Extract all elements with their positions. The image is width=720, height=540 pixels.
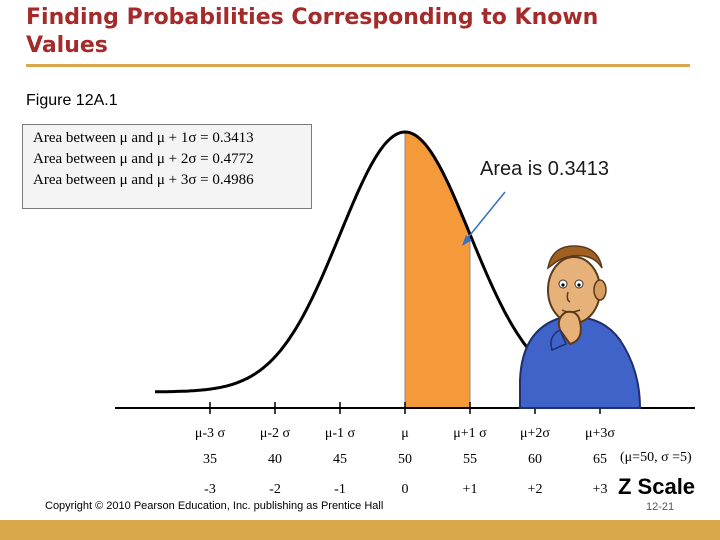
z-scale-label: Z Scale	[618, 474, 696, 499]
parameters-note: (μ=50, σ =5)	[620, 450, 692, 465]
shaded-area-mu-to-plus1-sigma	[404, 131, 471, 409]
figure-label: Figure 12A.1	[26, 92, 118, 109]
thinking-man-icon	[519, 245, 642, 409]
sigma-tick-label: μ-2 σ	[259, 426, 291, 441]
slide-title: Finding Probabilities Corresponding to K…	[26, 5, 599, 58]
z-value-label: +1	[462, 482, 478, 497]
sigma-tick-label: μ+3σ	[585, 426, 615, 441]
z-value-label: +3	[592, 482, 608, 497]
area-line-2sigma: Area between μ and μ + 2σ = 0.4772	[33, 151, 254, 167]
z-value-label: -2	[269, 482, 281, 497]
x-value-label: 65	[593, 452, 607, 467]
area-line-1sigma: Area between μ and μ + 1σ = 0.3413	[33, 130, 254, 146]
sigma-tick-label: μ	[401, 426, 409, 441]
z-value-label: -3	[204, 482, 216, 497]
slide-number: 12-21	[646, 501, 675, 513]
title-divider	[26, 64, 690, 67]
area-callout-label: Area is 0.3413	[480, 158, 609, 180]
area-summary-box: Area between μ and μ + 1σ = 0.3413 Area …	[22, 124, 312, 209]
sigma-tick-label: μ+1 σ	[453, 426, 487, 441]
footer-bar	[0, 520, 720, 540]
x-value-label: 45	[333, 452, 347, 467]
x-value-label: 40	[268, 452, 282, 467]
area-line-3sigma: Area between μ and μ + 3σ = 0.4986	[33, 172, 254, 188]
x-value-label: 55	[463, 452, 477, 467]
z-value-label: -1	[334, 482, 346, 497]
sigma-tick-label: μ-1 σ	[324, 426, 356, 441]
z-value-label: 0	[401, 482, 409, 497]
x-value-label: 50	[398, 452, 412, 467]
x-value-label: 60	[528, 452, 542, 467]
copyright-notice: Copyright © 2010 Pearson Education, Inc.…	[45, 500, 384, 512]
z-value-label: +2	[527, 482, 543, 497]
sigma-tick-label: μ-3 σ	[194, 426, 226, 441]
callout-arrow	[462, 191, 506, 246]
sigma-tick-label: μ+2σ	[520, 426, 550, 441]
x-value-label: 35	[203, 452, 217, 467]
